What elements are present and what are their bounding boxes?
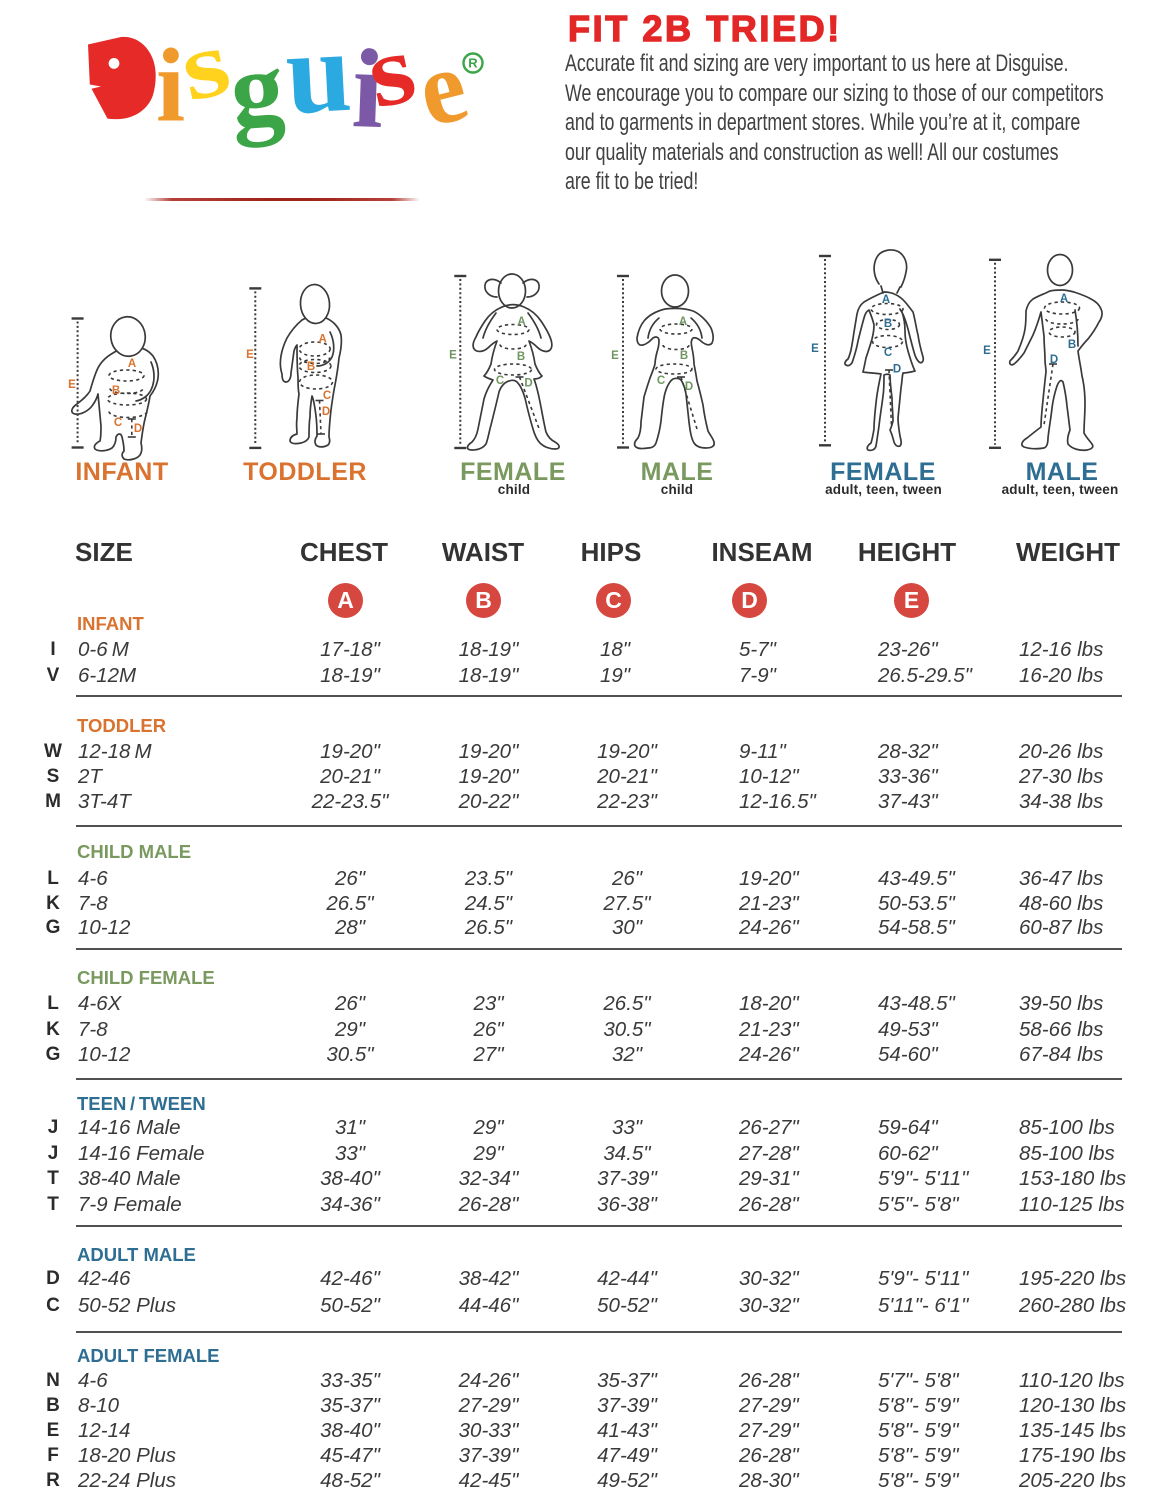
svg-text:i: i [156, 27, 185, 144]
svg-text:B: B [884, 318, 892, 330]
svg-text:E: E [68, 379, 76, 391]
svg-text:A: A [318, 334, 326, 346]
svg-text:B: B [112, 385, 120, 397]
svg-text:D: D [322, 406, 330, 418]
svg-text:C: C [114, 417, 122, 429]
svg-text:D: D [685, 381, 693, 393]
svg-text:B: B [1068, 339, 1076, 351]
svg-text:E: E [246, 349, 254, 361]
svg-text:A: A [517, 316, 525, 328]
svg-text:D: D [524, 378, 532, 390]
svg-text:D: D [893, 364, 901, 376]
svg-text:D: D [1050, 354, 1058, 366]
svg-text:C: C [657, 375, 665, 387]
svg-text:D: D [134, 423, 142, 435]
svg-text:B: B [517, 351, 525, 363]
svg-text:E: E [983, 345, 991, 357]
svg-text:E: E [449, 350, 457, 362]
svg-text:E: E [611, 350, 619, 362]
svg-text:C: C [323, 390, 331, 402]
svg-text:u: u [283, 7, 355, 139]
svg-text:R: R [468, 56, 478, 71]
svg-text:i: i [350, 26, 386, 152]
svg-text:A: A [128, 358, 136, 370]
svg-text:B: B [307, 361, 315, 373]
svg-text:g: g [226, 29, 287, 149]
svg-text:C: C [496, 375, 504, 387]
svg-text:A: A [882, 294, 890, 306]
svg-text:A: A [1060, 293, 1068, 305]
svg-text:E: E [811, 343, 819, 355]
svg-text:B: B [680, 350, 688, 362]
svg-text:C: C [884, 347, 892, 359]
svg-text:A: A [679, 316, 687, 328]
